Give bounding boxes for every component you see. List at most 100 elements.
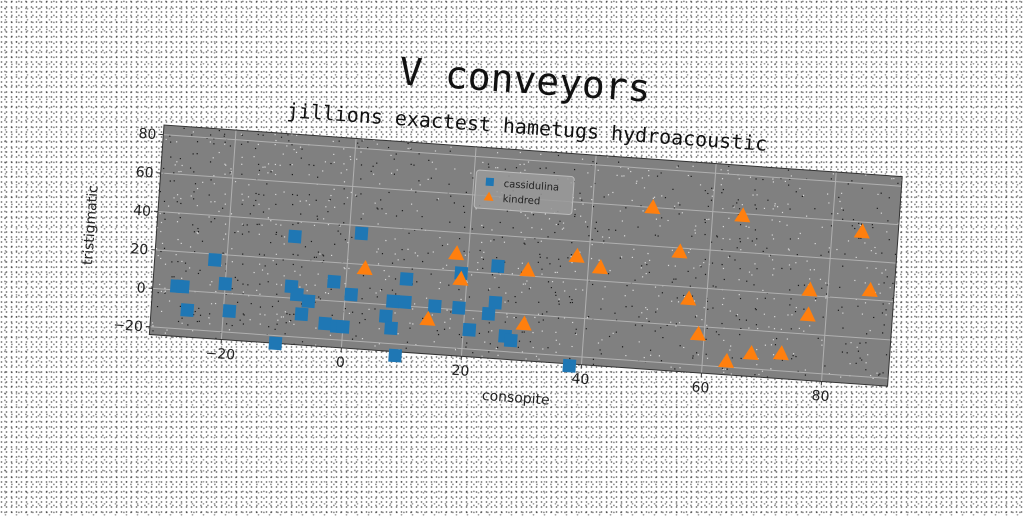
noise-speck: [169, 135, 170, 136]
noise-speck: [657, 308, 658, 309]
noise-speck: [459, 238, 460, 239]
data-point-cassidulina: [384, 321, 398, 335]
noise-speck: [309, 174, 310, 175]
noise-speck: [381, 289, 382, 290]
noise-speck: [317, 216, 318, 217]
noise-speck: [488, 331, 489, 332]
noise-speck: [258, 144, 259, 145]
noise-speck: [549, 218, 550, 219]
noise-speck: [414, 303, 415, 304]
noise-speck: [721, 323, 722, 324]
noise-speck: [604, 286, 605, 287]
noise-speck: [301, 148, 302, 149]
noise-speck: [690, 286, 691, 287]
noise-speck: [420, 184, 421, 185]
noise-speck: [270, 220, 271, 221]
noise-speck: [595, 228, 596, 229]
noise-speck: [301, 266, 302, 267]
noise-speck: [883, 303, 884, 304]
noise-speck: [426, 298, 427, 299]
y-tick-label: 0: [136, 280, 146, 297]
data-point-cassidulina: [218, 277, 232, 291]
noise-speck: [558, 318, 559, 319]
noise-speck: [723, 340, 724, 341]
noise-speck: [739, 178, 740, 179]
noise-speck: [171, 276, 172, 277]
noise-speck: [856, 257, 857, 258]
noise-speck: [576, 334, 577, 335]
noise-speck: [286, 313, 287, 314]
noise-speck: [241, 164, 242, 165]
legend-marker-cassidulina: [486, 178, 495, 187]
noise-speck: [454, 168, 455, 169]
noise-speck: [449, 222, 450, 223]
noise-speck: [385, 240, 386, 241]
noise-speck: [634, 280, 635, 281]
noise-speck: [626, 285, 627, 286]
noise-speck: [275, 174, 276, 175]
noise-speck: [296, 152, 297, 153]
noise-speck: [769, 255, 770, 256]
noise-speck: [572, 322, 573, 323]
noise-speck: [222, 208, 223, 209]
noise-speck: [259, 284, 260, 285]
noise-speck: [892, 283, 893, 284]
noise-speck: [325, 206, 326, 207]
noise-speck: [873, 317, 874, 318]
noise-speck: [371, 171, 372, 172]
noise-speck: [881, 272, 882, 273]
noise-speck: [739, 294, 740, 295]
noise-speck: [409, 323, 410, 324]
noise-speck: [537, 242, 538, 243]
noise-speck: [448, 184, 449, 185]
noise-speck: [531, 227, 532, 228]
noise-speck: [723, 226, 724, 227]
noise-speck: [211, 281, 212, 282]
noise-speck: [152, 322, 153, 323]
noise-speck: [766, 248, 767, 249]
noise-speck: [313, 165, 314, 166]
noise-speck: [450, 311, 451, 312]
noise-speck: [314, 257, 315, 258]
noise-speck: [290, 320, 291, 321]
noise-speck: [416, 281, 417, 282]
noise-speck: [505, 321, 506, 322]
noise-speck: [675, 278, 676, 279]
noise-speck: [621, 256, 622, 257]
noise-speck: [178, 171, 179, 172]
noise-speck: [317, 177, 318, 178]
noise-speck: [602, 236, 603, 237]
noise-speck: [548, 281, 549, 282]
noise-speck: [193, 191, 194, 192]
noise-speck: [770, 368, 771, 369]
noise-speck: [505, 169, 506, 170]
noise-speck: [788, 184, 789, 185]
noise-speck: [197, 153, 198, 154]
noise-speck: [852, 225, 853, 226]
noise-speck: [234, 232, 235, 233]
noise-speck: [740, 249, 741, 250]
noise-speck: [609, 336, 610, 337]
noise-speck: [373, 174, 374, 175]
noise-speck: [394, 159, 395, 160]
noise-speck: [641, 265, 642, 266]
noise-speck: [394, 174, 395, 175]
noise-speck: [624, 235, 625, 236]
noise-speck: [345, 308, 346, 309]
noise-speck: [551, 287, 552, 288]
noise-speck: [350, 159, 351, 160]
noise-speck: [484, 341, 485, 342]
noise-speck: [380, 199, 381, 200]
noise-speck: [333, 189, 334, 190]
noise-speck: [826, 293, 827, 294]
noise-speck: [505, 292, 506, 293]
noise-speck: [493, 239, 494, 240]
noise-speck: [352, 339, 353, 340]
noise-speck: [670, 322, 671, 323]
noise-speck: [180, 198, 181, 199]
noise-speck: [571, 242, 572, 243]
noise-speck: [678, 165, 679, 166]
noise-speck: [618, 162, 619, 163]
noise-speck: [280, 165, 281, 166]
